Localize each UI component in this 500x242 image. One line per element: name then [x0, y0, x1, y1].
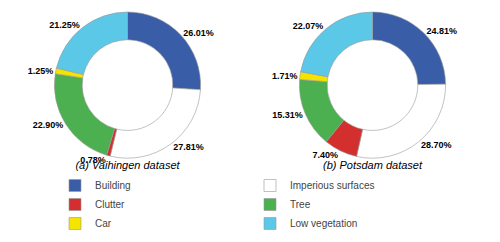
- svg-text:Imperious surfaces: Imperious surfaces: [290, 180, 374, 191]
- svg-text:Low vegetation: Low vegetation: [290, 218, 357, 229]
- svg-text:22.90%: 22.90%: [33, 120, 64, 130]
- svg-text:(a) Vaihingen dataset: (a) Vaihingen dataset: [75, 159, 180, 171]
- svg-text:Car: Car: [95, 218, 112, 229]
- svg-text:Clutter: Clutter: [95, 199, 125, 210]
- svg-text:(b) Potsdam dataset: (b) Potsdam dataset: [323, 159, 423, 171]
- svg-text:1.25%: 1.25%: [28, 66, 54, 76]
- svg-text:27.81%: 27.81%: [173, 142, 204, 152]
- svg-text:28.70%: 28.70%: [421, 140, 452, 150]
- svg-text:Building: Building: [95, 180, 131, 191]
- svg-text:24.81%: 24.81%: [426, 26, 457, 36]
- svg-text:Tree: Tree: [290, 199, 311, 210]
- svg-text:15.31%: 15.31%: [272, 110, 303, 120]
- svg-text:22.07%: 22.07%: [293, 21, 324, 31]
- svg-text:26.01%: 26.01%: [183, 28, 214, 38]
- svg-text:7.40%: 7.40%: [312, 150, 338, 160]
- svg-text:21.25%: 21.25%: [49, 20, 80, 30]
- svg-text:0.78%: 0.78%: [80, 155, 106, 165]
- svg-text:1.71%: 1.71%: [272, 71, 298, 81]
